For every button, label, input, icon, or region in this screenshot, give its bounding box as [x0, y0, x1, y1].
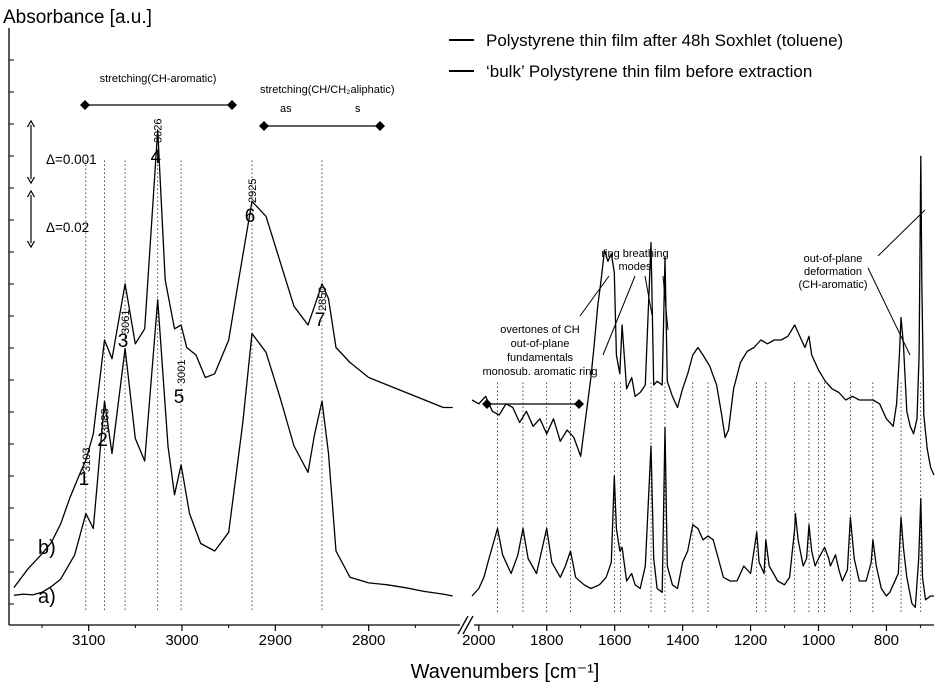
range-end-diamond: [574, 399, 584, 409]
scale-bar-arrow-1-head: [26, 119, 36, 128]
x-axis-label: Wavenumbers [cm⁻¹]: [411, 661, 600, 683]
ring-breathing-label-line: modes: [618, 261, 652, 273]
aliphatic-stretch-label: stretching(CH/CH₂aliphatic): [260, 84, 394, 96]
legend-entry-2: ‘bulk’ Polystyrene thin film before extr…: [486, 62, 812, 81]
scale-bar-arrow-2-head: [26, 240, 36, 249]
x-tick-label: 2800: [352, 632, 385, 649]
x-tick-label: 1200: [734, 632, 767, 649]
peak-number: 4: [150, 147, 161, 168]
chart-text-labels: Absorbance [a.u.] Wavenumbers [cm⁻¹] Polys…: [3, 7, 868, 683]
x-tick-label: 1800: [530, 632, 563, 649]
x-tick-label: 800: [874, 632, 899, 649]
scale-bar-arrow-2-head: [26, 189, 36, 198]
peak-wavenumber: 3103: [81, 448, 93, 472]
axis-break-mark: [462, 615, 474, 635]
y-axis-label: Absorbance [a.u.]: [3, 7, 152, 28]
ring-breathing-pointer: [644, 275, 653, 316]
range-end-diamond: [482, 399, 492, 409]
ring-breathing-pointer: [602, 275, 636, 356]
peak-wavenumber: 3061: [120, 310, 132, 334]
peak-number: 2: [97, 430, 108, 451]
oop-label-line: deformation: [804, 266, 862, 278]
spectrum-b-right: [471, 155, 935, 476]
overtones-label-line: monosub. aromatic ring: [483, 366, 598, 378]
peak-guide-lines: [85, 160, 922, 612]
peak-number: 5: [174, 387, 185, 408]
annotation-marks: [26, 100, 926, 409]
peak-number: 1: [79, 469, 90, 490]
ring-breathing-pointer: [662, 275, 669, 331]
ring-breathing-label-line: ring breathing: [601, 248, 668, 260]
legend-entry-1: Polystyrene thin film after 48h Soxhlet …: [486, 31, 843, 50]
peak-wavenumber: 2850: [317, 287, 329, 311]
range-end-diamond: [259, 121, 269, 131]
axis-ticks: 3100 3000 2900 2800 2000 1800 1600 1400 1200 1000…: [41, 625, 921, 649]
ring-breathing-pointer: [579, 275, 610, 317]
x-tick-label: 1400: [666, 632, 699, 649]
aromatic-stretch-label: stretching(CH-aromatic): [100, 73, 217, 85]
scale-bar-arrow-1-head: [26, 176, 36, 185]
range-end-diamond: [80, 100, 90, 110]
as-label: as: [280, 103, 292, 115]
x-tick-label: 3100: [72, 632, 105, 649]
peak-wavenumber: 3083: [100, 409, 112, 433]
peak-wavenumber: 3001: [176, 360, 188, 384]
oop-pointer: [877, 209, 926, 257]
x-tick-label: 3000: [165, 632, 198, 649]
peak-wavenumber: 2925: [247, 179, 259, 203]
peak-number: 7: [315, 310, 326, 331]
oop-pointer: [867, 267, 911, 356]
x-tick-label: 2900: [259, 632, 292, 649]
curve-label-b: b): [38, 537, 56, 559]
spectrum-b-left: [13, 129, 453, 588]
s-label: s: [355, 103, 361, 115]
x-tick-label: 1600: [598, 632, 631, 649]
range-end-diamond: [375, 121, 385, 131]
overtones-label-line: overtones of CH: [500, 324, 580, 336]
spectrum-a-right: [471, 426, 934, 608]
plot-frame: [8, 28, 934, 635]
curve-label-a: a): [38, 586, 56, 608]
scale-bar-label-2: Δ=0.02: [46, 220, 89, 235]
peak-wavenumber: 3026: [153, 119, 165, 143]
spectra-curves: [13, 129, 935, 608]
spectrum-a-left: [13, 299, 453, 597]
oop-label-line: out-of-plane: [804, 253, 863, 265]
axis-break-mark: [457, 615, 469, 635]
range-end-diamond: [227, 100, 237, 110]
overtones-label-line: fundamentals: [507, 352, 574, 364]
x-tick-label: 1000: [802, 632, 835, 649]
x-tick-label: 2000: [462, 632, 495, 649]
overtones-label-line: out-of-plane: [511, 338, 570, 350]
scale-bar-label-1: Δ=0.001: [46, 152, 97, 167]
oop-label-line: (CH-aromatic): [798, 279, 867, 291]
peak-number: 3: [118, 331, 129, 352]
peak-number: 6: [245, 206, 256, 227]
